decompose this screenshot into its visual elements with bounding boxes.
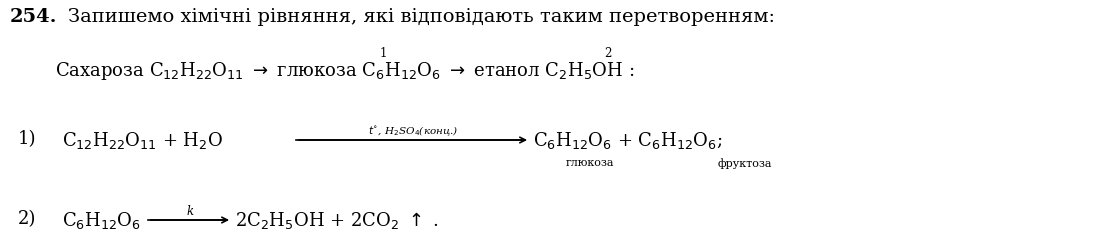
- Text: 254.: 254.: [10, 8, 57, 26]
- Text: C$_{12}$H$_{22}$O$_{11}$ + H$_{2}$O: C$_{12}$H$_{22}$O$_{11}$ + H$_{2}$O: [62, 130, 223, 150]
- Text: C$_{6}$H$_{12}$O$_{6}$: C$_{6}$H$_{12}$O$_{6}$: [62, 209, 141, 230]
- Text: 1): 1): [18, 130, 36, 148]
- Text: 2): 2): [18, 209, 36, 227]
- Text: k: k: [186, 204, 194, 217]
- Text: C$_{6}$H$_{12}$O$_{6}$ + C$_{6}$H$_{12}$O$_{6}$;: C$_{6}$H$_{12}$O$_{6}$ + C$_{6}$H$_{12}$…: [534, 130, 723, 150]
- Text: 2C$_{2}$H$_{5}$OH + 2CO$_{2}$ $\uparrow$ .: 2C$_{2}$H$_{5}$OH + 2CO$_{2}$ $\uparrow$…: [235, 209, 439, 230]
- Text: 2: 2: [604, 47, 612, 60]
- Text: Сахароза C$_{12}$H$_{22}$O$_{11}$ $\rightarrow$ глюкоза C$_{6}$H$_{12}$O$_{6}$ $: Сахароза C$_{12}$H$_{22}$O$_{11}$ $\righ…: [55, 60, 635, 82]
- Text: фруктоза: фруктоза: [717, 157, 772, 168]
- Text: $t^{\circ}$, H$_{2}$SO$_{4}$(конц.): $t^{\circ}$, H$_{2}$SO$_{4}$(конц.): [367, 124, 459, 138]
- Text: Запишемо хімічні рівняння, які відповідають таким перетворенням:: Запишемо хімічні рівняння, які відповіда…: [68, 8, 776, 26]
- Text: глюкоза: глюкоза: [565, 157, 614, 167]
- Text: 1: 1: [379, 47, 387, 60]
